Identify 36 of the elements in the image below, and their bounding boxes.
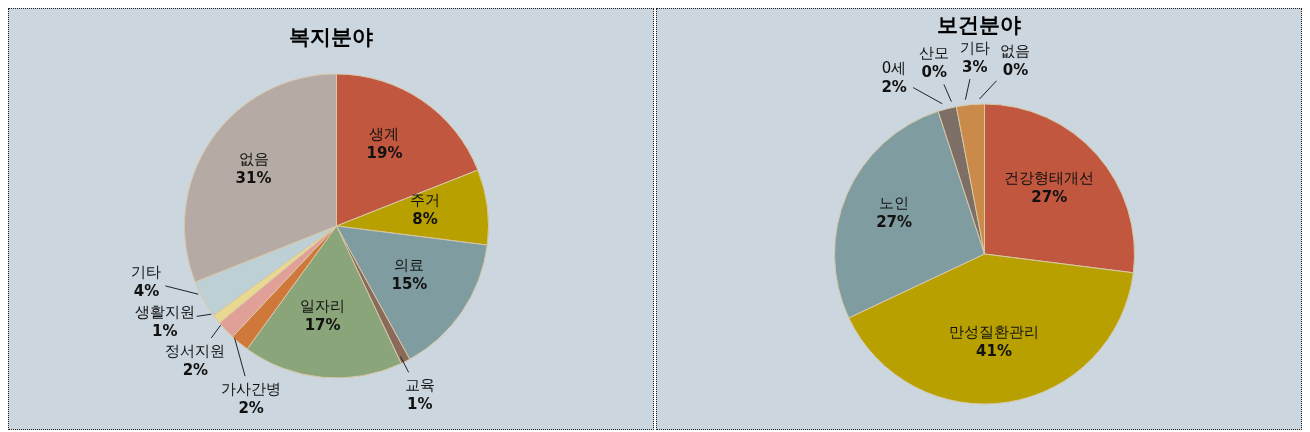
slice-label: 0세	[881, 59, 907, 78]
slice-label: 정서지원	[165, 342, 226, 361]
slice-label: 일자리	[300, 296, 346, 315]
slice-label: 의료	[394, 255, 425, 274]
data-label: 2%	[238, 399, 264, 418]
data-label: 8%	[412, 210, 438, 229]
category-label: 산모	[919, 44, 950, 63]
category-label: 없음	[1000, 42, 1031, 61]
slice-label: 생계	[369, 125, 400, 144]
slice-label: 없음	[238, 150, 269, 169]
data-label: 1%	[152, 322, 178, 341]
slice-label: 기타	[959, 39, 990, 58]
chart-title: 복지분야	[288, 24, 374, 51]
slice-label: 만성질환관리	[949, 322, 1040, 341]
text: 0%	[1002, 61, 1029, 80]
slice-label: 주거	[410, 191, 440, 210]
data-label: 2%	[881, 78, 907, 97]
data-label: 31%	[235, 169, 272, 188]
data-label: 4%	[133, 282, 160, 301]
slice-label: 교육	[404, 376, 435, 395]
data-label: 15%	[391, 274, 428, 293]
data-label: 27%	[876, 213, 913, 232]
text: 0%	[921, 63, 948, 82]
data-label: 19%	[366, 144, 403, 163]
data-label: 27%	[1031, 188, 1068, 207]
slice-label: 가사간병	[221, 380, 282, 399]
slice-label: 생활지원	[134, 303, 195, 322]
slice-label: 건강형태개선	[1004, 169, 1095, 188]
data-label: 3%	[962, 58, 988, 77]
slice-label: 노인	[879, 194, 910, 213]
chart-title: 보건분야	[936, 12, 1022, 39]
data-label: 2%	[182, 361, 209, 380]
data-label: 1%	[407, 395, 433, 414]
slice-label: 기타	[131, 263, 162, 282]
data-label: 41%	[976, 341, 1012, 360]
data-label: 17%	[304, 315, 341, 334]
